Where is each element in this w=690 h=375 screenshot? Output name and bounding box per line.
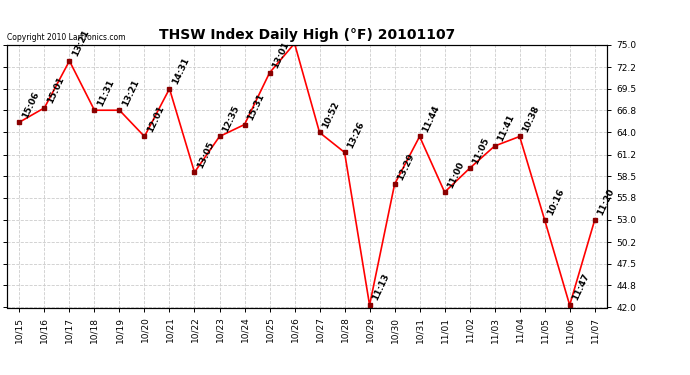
Text: 10:52: 10:52 — [321, 100, 341, 130]
Text: 11:47: 11:47 — [571, 272, 591, 302]
Text: 11:00: 11:00 — [446, 160, 466, 189]
Text: 15:06: 15:06 — [21, 90, 41, 119]
Text: 11:31: 11:31 — [96, 78, 116, 108]
Text: 11:41: 11:41 — [496, 113, 516, 143]
Text: 10:16: 10:16 — [546, 188, 566, 217]
Text: 11:20: 11:20 — [596, 188, 616, 217]
Text: 12:35: 12:35 — [221, 104, 241, 134]
Text: 13:29: 13:29 — [396, 152, 416, 182]
Text: 14:31: 14:31 — [171, 56, 191, 86]
Text: 11:49: 11:49 — [0, 374, 1, 375]
Title: THSW Index Daily High (°F) 20101107: THSW Index Daily High (°F) 20101107 — [159, 28, 455, 42]
Text: 13:26: 13:26 — [346, 120, 366, 150]
Text: 11:44: 11:44 — [421, 104, 442, 134]
Text: 12:01: 12:01 — [146, 104, 166, 134]
Text: 13:21: 13:21 — [121, 78, 141, 108]
Text: 15:31: 15:31 — [246, 92, 266, 122]
Text: 11:13: 11:13 — [371, 273, 391, 302]
Text: Copyright 2010 Lartronics.com: Copyright 2010 Lartronics.com — [7, 33, 126, 42]
Text: 10:38: 10:38 — [521, 104, 541, 134]
Text: 15:01: 15:01 — [46, 75, 66, 105]
Text: 13:05: 13:05 — [196, 140, 216, 170]
Text: 13:01: 13:01 — [271, 40, 291, 70]
Text: 11:05: 11:05 — [471, 136, 491, 165]
Text: 13:21: 13:21 — [71, 28, 91, 58]
